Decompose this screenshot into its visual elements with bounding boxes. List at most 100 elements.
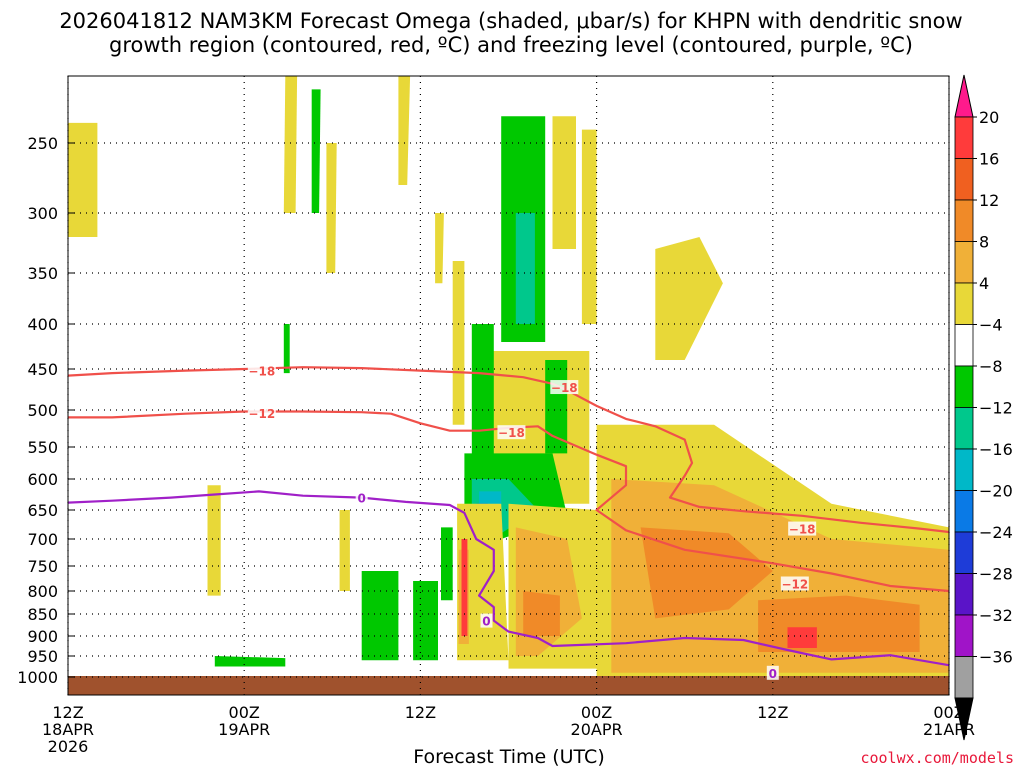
y-tick-label-750: 750 <box>27 557 58 576</box>
plot-frame <box>67 75 950 696</box>
omega-region-12 <box>655 237 723 360</box>
contour-label-7: 0 <box>769 667 777 681</box>
y-tick-label-600: 600 <box>27 470 58 489</box>
omega-region-4 <box>398 76 411 185</box>
contour-label-6: −18 <box>498 426 525 440</box>
y-tick-label-1000: 1000 <box>17 668 58 687</box>
chart-title-line2: growth region (contoured, red, ºC) and f… <box>109 33 913 57</box>
omega-region-39 <box>339 510 350 591</box>
colorbar-label-12: −32 <box>979 606 1013 625</box>
y-tick-label-250: 250 <box>27 134 58 153</box>
colorbar-label-11: −28 <box>979 565 1013 584</box>
colorbar-label-10: −24 <box>979 523 1013 542</box>
omega-region-28 <box>523 591 560 636</box>
contour-label-5: −18 <box>551 381 578 395</box>
colorbar-label-4: 4 <box>979 274 989 293</box>
colorbar-box-5 <box>954 282 974 325</box>
colorbar-label-3: 8 <box>979 233 989 252</box>
omega-region-10 <box>552 116 576 249</box>
x-tick-label-3-1: 20APR <box>571 720 623 739</box>
colorbar-box-8 <box>954 407 974 450</box>
omega-region-6 <box>283 324 290 374</box>
credit-text: coolwx.com/models <box>860 749 1014 767</box>
chart-title-line1: 2026041812 NAM3KM Forecast Omega (shaded… <box>59 9 962 33</box>
contour-label-0: −18 <box>248 365 275 379</box>
colorbar-box-10 <box>954 490 974 533</box>
colorbar-label-1: 16 <box>979 150 999 169</box>
y-tick-label-950: 950 <box>27 647 58 666</box>
contour-label-bg-0 <box>247 363 276 378</box>
x-tick-label-0-0: 12Z <box>52 703 83 722</box>
omega-region-32 <box>758 595 920 652</box>
colorbar-label-9: −20 <box>979 482 1013 501</box>
omega-region-15 <box>545 360 568 454</box>
x-tick-label-0-1: 18APR <box>42 720 94 739</box>
colorbar-box-6 <box>954 324 974 367</box>
colorbar-bottom-arrow <box>954 697 974 741</box>
colorbar-box-9 <box>954 448 974 491</box>
contour-line-1 <box>68 410 949 593</box>
colorbar-label-8: −16 <box>979 440 1013 459</box>
y-tick-label-800: 800 <box>27 582 58 601</box>
contour-labels: −18 −12 0 −18 −12 −18 −18 0 0 <box>247 363 817 681</box>
contour-line-2 <box>68 490 949 667</box>
contour-label-4: −12 <box>781 578 808 592</box>
colorbar-box-1 <box>954 116 974 159</box>
contour-label-1: −12 <box>248 407 275 421</box>
y-tick-label-850: 850 <box>27 605 58 624</box>
contour-label-bg-1 <box>247 405 276 420</box>
colorbar-label-5: −4 <box>979 316 1003 335</box>
omega-region-33 <box>787 627 817 648</box>
colorbar-label-13: −36 <box>979 648 1013 667</box>
contour-label-bg-2 <box>355 490 368 505</box>
y-tick-label-650: 650 <box>27 501 58 520</box>
omega-region-7 <box>452 261 465 425</box>
omega-region-31 <box>640 527 773 619</box>
x-tick-label-2-0: 12Z <box>405 703 436 722</box>
x-tick-label-0-2: 2026 <box>48 737 89 756</box>
y-tick-label-400: 400 <box>27 315 58 334</box>
omega-region-35 <box>413 581 438 661</box>
contour-label-bg-8 <box>480 613 493 628</box>
colorbar-label-6: −8 <box>979 357 1003 376</box>
omega-region-5 <box>435 213 444 284</box>
contour-label-bg-6 <box>497 425 526 440</box>
colorbar-box-4 <box>954 241 974 284</box>
colorbar-box-12 <box>954 573 974 616</box>
y-tick-label-300: 300 <box>27 204 58 223</box>
contour-line-0 <box>68 366 949 534</box>
contour-label-8: 0 <box>482 615 490 629</box>
omega-region-9 <box>515 213 535 324</box>
colorbar-box-3 <box>954 199 974 242</box>
y-tick-label-900: 900 <box>27 627 58 646</box>
contour-label-3: −18 <box>789 523 816 537</box>
colorbar-label-7: −12 <box>979 399 1013 418</box>
contour-label-bg-7 <box>766 665 779 680</box>
omega-region-3 <box>326 143 337 273</box>
omega-region-2 <box>311 89 321 213</box>
contour-label-bg-3 <box>788 521 817 536</box>
omega-region-25 <box>461 539 468 636</box>
contour-label-bg-4 <box>780 576 809 591</box>
colorbar: 20 16 12 8 4 −4 −8 −12 −16 −20 −24 −28 −32 −36 <box>954 74 1013 741</box>
colorbar-box-11 <box>954 531 974 574</box>
omega-region-0 <box>68 122 98 237</box>
omega-region-11 <box>581 129 597 324</box>
omega-region-1 <box>283 76 298 213</box>
x-axis-label: Forecast Time (UTC) <box>413 746 604 768</box>
colorbar-box-7 <box>954 365 974 408</box>
contour-label-2: 0 <box>357 492 365 506</box>
colorbar-box-2 <box>954 158 974 201</box>
colorbar-box-14 <box>954 656 974 699</box>
omega-region-36 <box>441 527 453 601</box>
colorbar-box-13 <box>954 614 974 657</box>
y-axis-ticks: 250 300 350 400 450 500 550 600 650 700 750 800 850 9… <box>17 134 74 687</box>
x-tick-label-1-1: 19APR <box>218 720 270 739</box>
colorbar-label-2: 12 <box>979 191 999 210</box>
y-tick-label-350: 350 <box>27 264 58 283</box>
y-tick-label-500: 500 <box>27 401 58 420</box>
y-tick-label-700: 700 <box>27 530 58 549</box>
x-tick-label-4-0: 12Z <box>757 703 788 722</box>
